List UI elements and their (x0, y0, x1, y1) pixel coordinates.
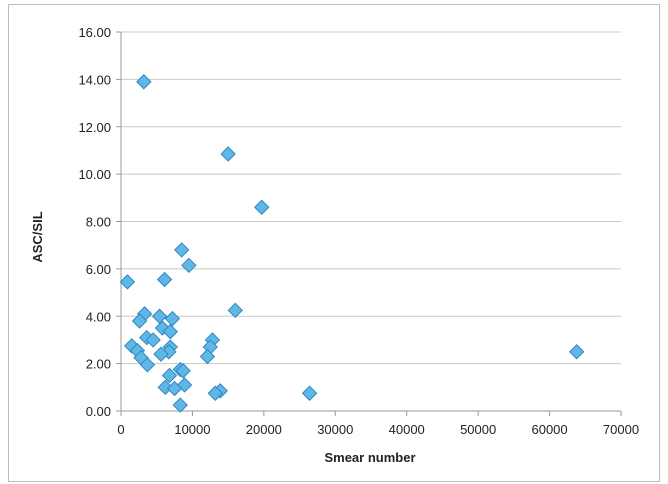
data-point (199, 348, 216, 365)
data-point (151, 308, 168, 324)
y-tick-label: 16.00 (78, 25, 111, 40)
y-tick-label: 4.00 (86, 309, 111, 324)
x-tick-label: 40000 (389, 422, 425, 437)
gridlines (121, 31, 621, 365)
data-point (156, 271, 173, 288)
chart-frame (8, 4, 660, 482)
data-point (166, 380, 183, 397)
y-tick-label: 8.00 (86, 215, 111, 230)
data-point (227, 302, 243, 319)
x-tick-label: 20000 (246, 422, 282, 437)
y-tick-label: 14.00 (78, 72, 111, 87)
y-axis-title: ASC/SIL (30, 211, 45, 262)
y-tick-label: 12.00 (78, 120, 111, 135)
x-tick-label: 60000 (531, 422, 567, 437)
data-point (207, 385, 223, 401)
x-axis-title: Smear number (324, 450, 415, 465)
data-point (145, 332, 161, 348)
data-point (174, 242, 190, 258)
data-point (161, 367, 178, 384)
data-point (164, 310, 181, 327)
y-tick-label: 0.00 (86, 404, 111, 419)
x-tick-label: 70000 (603, 422, 639, 437)
data-point (153, 346, 169, 362)
data-points (119, 74, 585, 413)
data-point (301, 385, 318, 401)
data-point (176, 377, 193, 393)
data-point (154, 320, 171, 336)
tick-labels: 0.00 2.00 4.00 6.00 8.00 10.00 12.00 14.00 16.00… (78, 25, 639, 437)
data-point (131, 313, 148, 329)
x-tick-label: 50000 (460, 422, 496, 437)
data-point (157, 379, 173, 396)
data-point (220, 146, 236, 162)
axes (116, 31, 622, 416)
y-tick-label: 6.00 (86, 262, 111, 277)
data-point (172, 397, 188, 413)
y-tick-label: 2.00 (86, 357, 111, 372)
x-tick-label: 30000 (317, 422, 353, 437)
data-point (181, 257, 197, 274)
data-point (569, 344, 585, 360)
data-point (119, 274, 136, 290)
data-point (175, 363, 191, 379)
x-tick-label: 10000 (174, 422, 210, 437)
data-point (139, 357, 156, 373)
data-point (162, 323, 178, 340)
data-point (136, 74, 152, 90)
y-tick-label: 10.00 (78, 167, 111, 182)
x-tick-label: 0 (117, 422, 124, 437)
data-point (254, 199, 270, 215)
